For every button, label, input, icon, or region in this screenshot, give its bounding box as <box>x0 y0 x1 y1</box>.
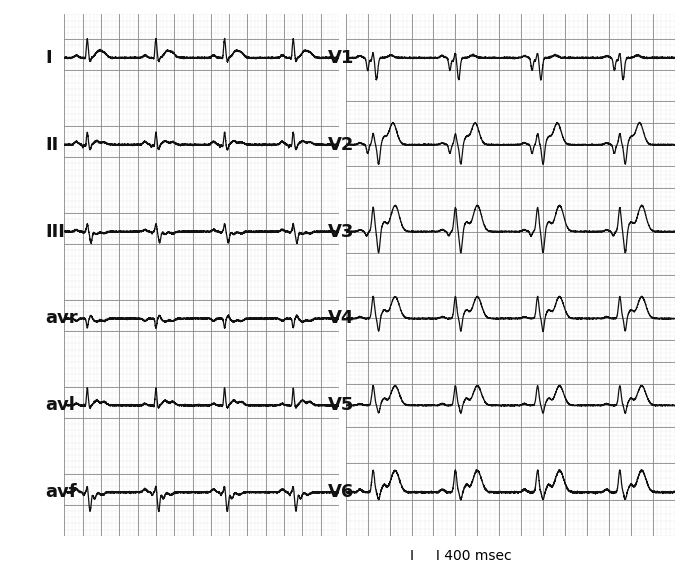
Text: V6: V6 <box>327 483 354 501</box>
Text: avr: avr <box>45 309 78 328</box>
Text: avl: avl <box>45 397 75 414</box>
Text: V1: V1 <box>327 49 354 67</box>
Text: V2: V2 <box>327 136 354 154</box>
Text: II: II <box>45 136 58 154</box>
Text: III: III <box>45 222 65 241</box>
Text: V3: V3 <box>327 222 354 241</box>
Text: avf: avf <box>45 483 77 501</box>
Text: V5: V5 <box>327 397 354 414</box>
Text: V4: V4 <box>327 309 354 328</box>
Text: I: I <box>45 49 52 67</box>
Text: I     I 400 msec: I I 400 msec <box>410 549 512 563</box>
